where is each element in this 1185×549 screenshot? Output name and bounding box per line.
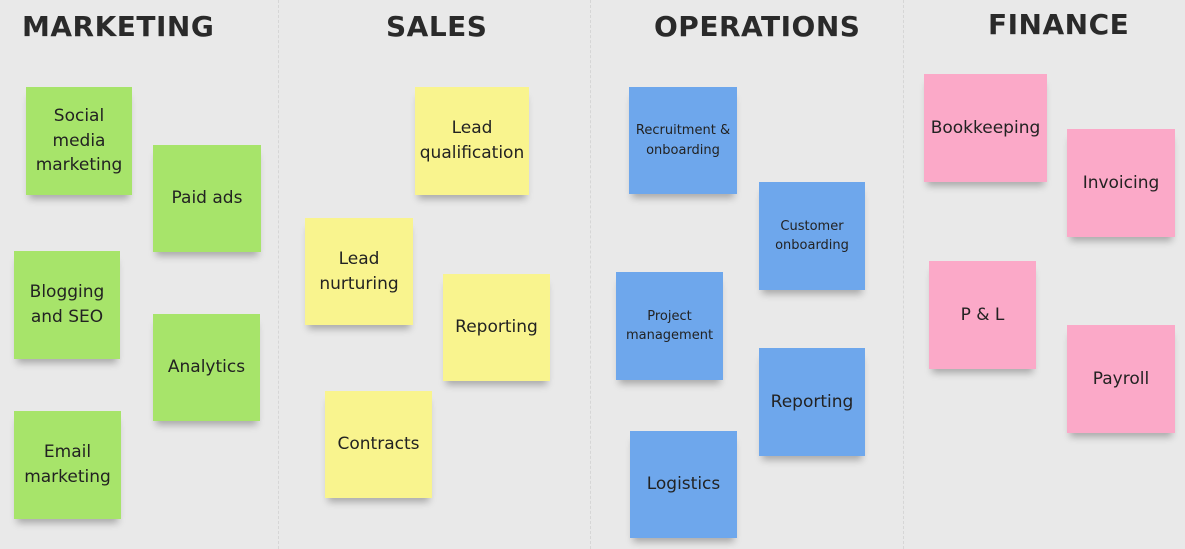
sticky-note-analytics[interactable]: Analytics xyxy=(153,314,260,421)
column-divider xyxy=(903,0,904,549)
sticky-note-label: Recruitment & onboarding xyxy=(635,123,731,158)
sticky-note-label: Lead qualification xyxy=(419,118,525,163)
sticky-note-paid-ads[interactable]: Paid ads xyxy=(153,145,261,252)
sticky-note-logistics[interactable]: Logistics xyxy=(630,431,737,538)
sticky-note-email-marketing[interactable]: Email marketing xyxy=(14,411,121,519)
sticky-note-contracts[interactable]: Contracts xyxy=(325,391,432,498)
sticky-note-recruitment-onboarding[interactable]: Recruitment & onboarding xyxy=(629,87,737,194)
sticky-note-payroll[interactable]: Payroll xyxy=(1067,325,1175,433)
sticky-note-label: Logistics xyxy=(646,474,721,495)
sticky-note-lead-qualification[interactable]: Lead qualification xyxy=(415,87,529,195)
marketing-column-title: MARKETING xyxy=(22,10,215,43)
sticky-note-label: Lead nurturing xyxy=(319,248,399,294)
finance-column-title: FINANCE xyxy=(988,8,1130,41)
sticky-note-p-and-l[interactable]: P & L xyxy=(929,261,1036,369)
sticky-note-label: Invoicing xyxy=(1082,172,1160,193)
sticky-note-lead-nurturing[interactable]: Lead nurturing xyxy=(305,218,413,325)
column-divider xyxy=(590,0,591,549)
operations-column-title: OPERATIONS xyxy=(654,10,861,43)
sticky-note-label: Payroll xyxy=(1092,368,1150,389)
sticky-note-label: P & L xyxy=(960,304,1005,325)
sticky-note-sales-reporting[interactable]: Reporting xyxy=(443,274,550,381)
sticky-note-project-management[interactable]: Project management xyxy=(616,272,723,380)
sticky-note-label: Email marketing xyxy=(24,442,111,487)
sales-column-title: SALES xyxy=(386,10,488,43)
sticky-note-customer-onboarding[interactable]: Customer onboarding xyxy=(759,182,865,290)
sticky-note-label: Reporting xyxy=(770,391,854,412)
sticky-note-label: Project management xyxy=(625,308,714,344)
sticky-note-social-media-marketing[interactable]: Social media marketing xyxy=(26,87,132,195)
sticky-note-label: Bookkeeping xyxy=(930,117,1041,138)
sticky-note-invoicing[interactable]: Invoicing xyxy=(1067,129,1175,237)
sticky-note-blogging-and-seo[interactable]: Blogging and SEO xyxy=(14,251,120,359)
sticky-note-label: Customer onboarding xyxy=(775,218,849,254)
sticky-note-label: Reporting xyxy=(455,317,538,338)
sticky-note-bookkeeping[interactable]: Bookkeeping xyxy=(924,74,1047,182)
sticky-note-label: Blogging and SEO xyxy=(29,282,105,327)
sticky-note-label: Social media marketing xyxy=(35,106,123,176)
sticky-note-label: Paid ads xyxy=(171,188,243,209)
sticky-note-operations-reporting[interactable]: Reporting xyxy=(759,348,865,456)
sticky-note-label: Contracts xyxy=(337,434,420,455)
sticky-note-label: Analytics xyxy=(167,357,246,378)
column-divider xyxy=(278,0,279,549)
